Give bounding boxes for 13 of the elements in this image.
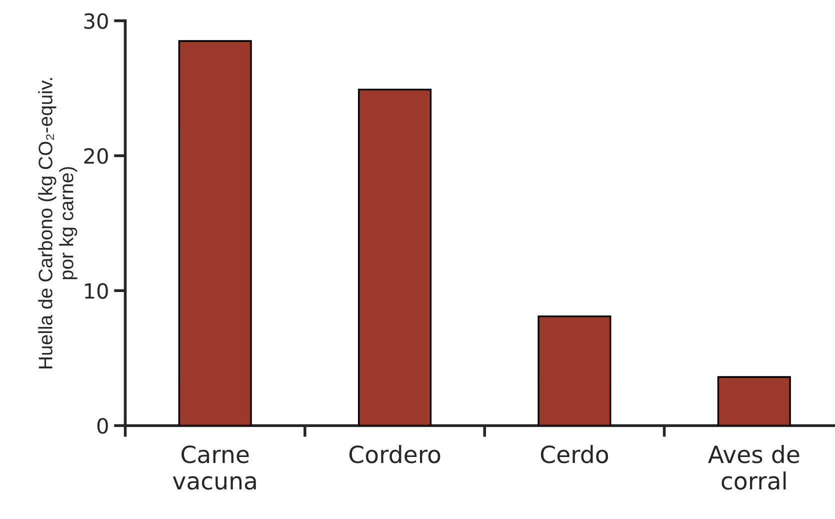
y-tick-label: 20 [84,148,108,164]
y-tick-label: 30 [84,13,108,29]
x-tick-label: Cerdo [540,445,608,464]
x-tick-label: Carne vacuna [172,445,256,490]
y-tick-label: 0 [97,418,108,434]
bar [358,88,432,426]
bar [717,376,791,426]
y-axis-title: Huella de Carbono (kg CO₂-equiv. por kg carne) [38,78,78,368]
bar [178,40,252,426]
x-tick-label: Cordero [349,445,440,464]
bar [538,315,612,426]
y-tick-label: 10 [85,283,108,299]
x-tick-label: Aves de corral [708,445,800,490]
